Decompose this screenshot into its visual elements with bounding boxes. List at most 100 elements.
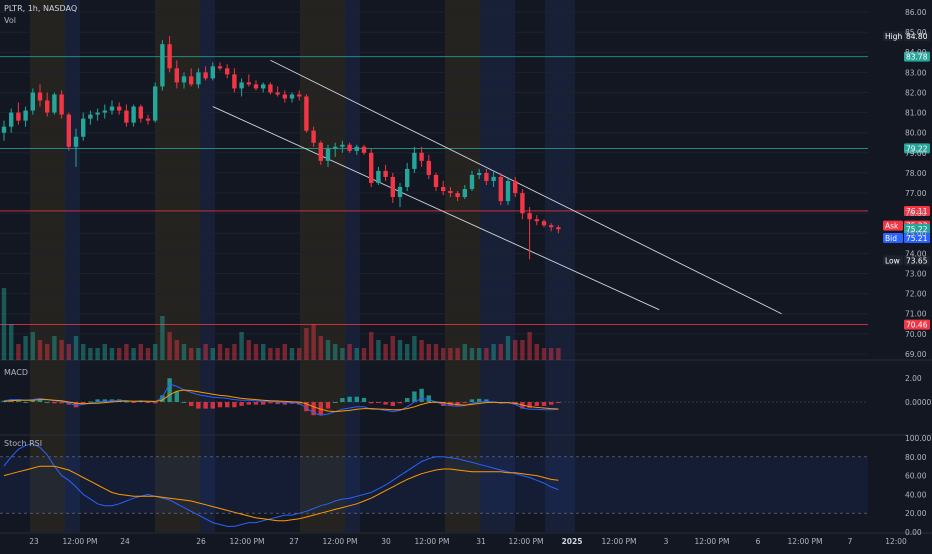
macd-histogram-bar-57 — [412, 391, 417, 402]
session-band-6 — [445, 0, 480, 532]
candle-body-40 — [289, 94, 295, 99]
candle-body-34 — [246, 82, 251, 85]
macd-histogram-bar-58 — [419, 388, 424, 402]
volume-bar-51 — [369, 332, 374, 360]
x-tick-label-7: 30 — [381, 537, 391, 546]
candle-body-56 — [405, 168, 410, 188]
session-band-1 — [65, 0, 80, 532]
volume-bar-39 — [282, 344, 287, 360]
volume-bar-14 — [102, 344, 107, 360]
volume-bar-31 — [225, 348, 230, 360]
volume-bar-23 — [167, 332, 172, 360]
volume-bar-11 — [81, 344, 86, 360]
price-tag-1 — [904, 51, 930, 62]
stoch-tick-label-3: 40.00 — [905, 490, 927, 499]
volume-bar-65 — [469, 348, 475, 360]
price-tag-value-2: 79.22 — [906, 144, 928, 153]
macd-histogram-bar-10 — [73, 402, 79, 408]
macd-histogram-bar-63 — [455, 402, 460, 406]
candle-body-33 — [239, 82, 244, 89]
candle-body-1 — [9, 112, 14, 127]
candle-body-5 — [37, 92, 43, 101]
volume-bar-16 — [117, 348, 122, 360]
macd-histogram-bar-75 — [541, 402, 547, 406]
macd-histogram-bar-28 — [203, 402, 208, 409]
candle-body-46 — [333, 146, 338, 149]
macd-histogram-bar-73 — [527, 402, 532, 408]
macd-histogram-bar-34 — [246, 402, 251, 405]
volume-bar-60 — [433, 344, 439, 360]
volume-bar-18 — [131, 348, 136, 360]
volume-bar-32 — [232, 344, 237, 360]
candle-body-32 — [232, 74, 237, 89]
macd-histogram-bar-59 — [426, 395, 431, 402]
price-tag-value-0: 84.80 — [906, 32, 928, 41]
volume-bar-67 — [484, 348, 489, 360]
macd-histogram-bar-52 — [376, 402, 381, 403]
x-tick-label-13: 3 — [664, 537, 669, 546]
price-tag-value-8: 70.46 — [906, 321, 928, 330]
price-tag-6 — [904, 233, 930, 244]
macd-histogram-bar-38 — [275, 402, 280, 405]
symbol-title: PLTR, 1h, NASDAQ — [4, 4, 77, 13]
price-tag-label-4: Ask — [885, 222, 899, 231]
price-tick-label-8: 77.00 — [905, 189, 927, 198]
price-tag-label-bg-4 — [883, 220, 903, 231]
macd-histogram-bar-37 — [268, 402, 273, 404]
macd-histogram-bar-27 — [196, 402, 201, 409]
macd-tick-label-0: 2.00 — [905, 374, 922, 383]
stoch-rsi-pane — [0, 443, 868, 527]
volume-bar-52 — [376, 340, 381, 360]
candle-body-26 — [189, 76, 194, 85]
price-tag-5 — [904, 223, 930, 234]
candle-body-64 — [462, 189, 467, 198]
macd-histogram-bar-13 — [95, 399, 100, 402]
price-tick-label-3: 72.00 — [905, 290, 927, 299]
x-tick-label-3: 26 — [196, 537, 206, 546]
price-tick-label-0: 69.00 — [905, 350, 927, 359]
volume-bar-28 — [203, 344, 208, 360]
x-tick-label-15: 6 — [756, 537, 761, 546]
volume-bar-9 — [66, 344, 71, 360]
candle-body-30 — [217, 66, 223, 69]
candle-body-69 — [498, 176, 503, 202]
price-tag-value-6: 75.21 — [906, 234, 928, 243]
candle-body-68 — [491, 176, 496, 181]
macd-histogram-bar-46 — [333, 402, 338, 403]
volume-bar-55 — [397, 340, 403, 360]
price-tag-value-5: 75.22 — [906, 225, 928, 234]
macd-histogram-bar-39 — [282, 402, 287, 405]
candle-body-75 — [541, 221, 547, 226]
candle-body-77 — [556, 227, 561, 230]
macd-histogram-bar-6 — [45, 402, 50, 403]
candle-body-15 — [109, 106, 115, 111]
volume-bar-42 — [304, 328, 309, 360]
candle-body-12 — [88, 114, 93, 119]
candle-body-3 — [23, 110, 28, 121]
volume-bar-69 — [498, 344, 503, 360]
candle-body-54 — [390, 176, 395, 198]
candle-body-18 — [131, 106, 136, 123]
candle-body-10 — [73, 136, 79, 147]
stoch-tick-label-1: 80.00 — [905, 453, 927, 462]
candle-body-66 — [477, 172, 482, 175]
macd-histogram-bar-43 — [311, 402, 316, 416]
candle-body-13 — [95, 112, 100, 115]
candle-body-21 — [153, 86, 158, 121]
macd-histogram-bar-5 — [37, 399, 43, 402]
price-tick-label-5: 74.00 — [905, 249, 927, 258]
volume-bar-35 — [253, 344, 259, 360]
price-tag-label-7: Low — [885, 256, 900, 265]
session-band-4 — [300, 0, 345, 532]
macd-histogram-bar-45 — [325, 402, 331, 409]
candle-body-38 — [275, 92, 280, 95]
volume-bar-56 — [405, 344, 410, 360]
candle-body-62 — [448, 191, 453, 194]
volume-bar-19 — [138, 344, 143, 360]
candle-body-27 — [196, 72, 201, 85]
volume-bar-68 — [491, 344, 496, 360]
price-tag-label-bg-7 — [883, 255, 903, 266]
macd-signal-line — [3, 389, 559, 413]
volume-bar-12 — [88, 348, 93, 360]
